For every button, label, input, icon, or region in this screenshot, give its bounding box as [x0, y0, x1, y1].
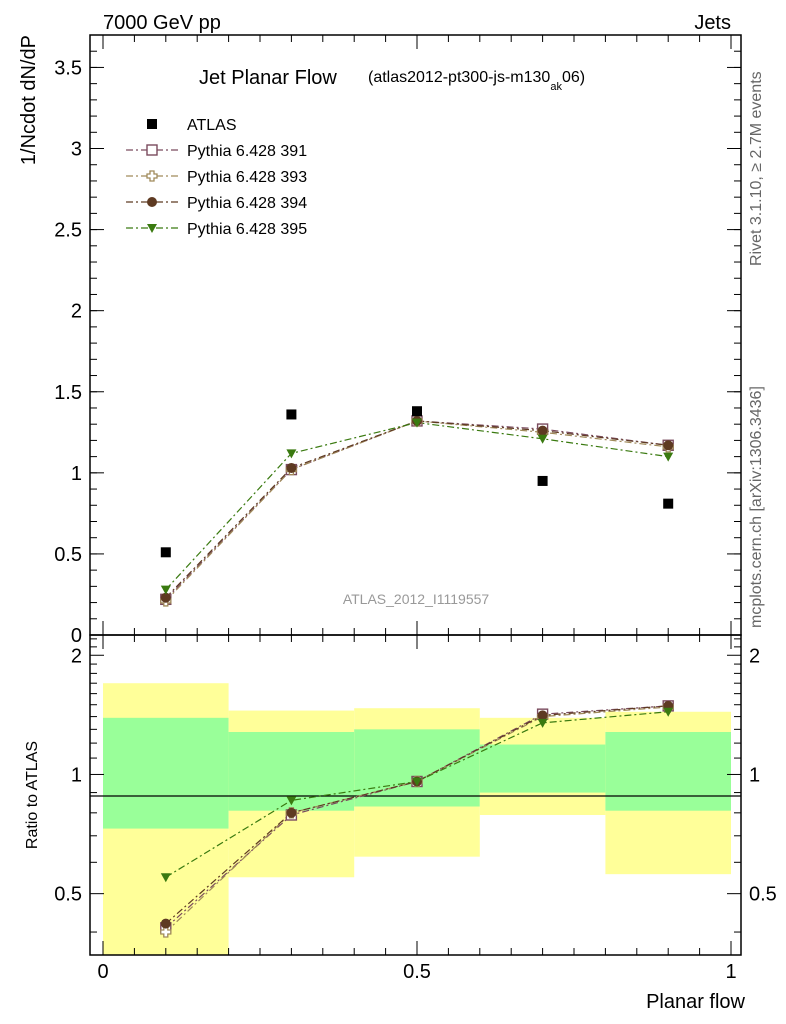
ratio-series-3-point — [537, 710, 548, 721]
y-tick-label: 0 — [71, 625, 82, 647]
header-energy: 7000 GeV pp — [103, 12, 221, 34]
y-tick-label: 2.5 — [54, 220, 82, 242]
mcplots-reference-label: mcplots.cern.ch [arXiv:1306.3436] — [748, 386, 765, 628]
ratio-series-4-point — [412, 777, 422, 787]
legend-marker-3 — [147, 197, 157, 207]
ratio-line-1 — [165, 705, 669, 929]
series-4-point — [286, 449, 297, 459]
series-4-point — [160, 585, 171, 595]
legend-label-2: Pythia 6.428 393 — [187, 169, 307, 186]
y-axis-label: 1/Ncdot dN/dP — [18, 35, 40, 165]
rivet-version-label: Rivet 3.1.10, ≥ 2.7M events — [748, 71, 765, 266]
ratio-series-2-point — [160, 926, 172, 938]
data-point — [286, 409, 297, 420]
series-line-1 — [165, 420, 669, 600]
ratio-plot-frame — [89, 634, 742, 956]
series-line-4 — [165, 421, 669, 591]
series-4-point — [412, 418, 422, 428]
ratio-y-axis-label: Ratio to ATLAS — [24, 741, 41, 849]
chart-title: Jet Planar Flow — [199, 67, 337, 89]
ratio-series-layer — [160, 700, 674, 938]
data-point — [160, 547, 171, 558]
green-band-bin — [354, 729, 480, 807]
ratio-series-3-point — [286, 807, 297, 818]
series-3-point — [160, 592, 171, 603]
chart-subtitle-sub: ak — [550, 81, 562, 93]
series-3-point — [537, 425, 548, 436]
series-4-point — [537, 434, 548, 444]
legend-marker-1 — [146, 144, 158, 156]
ratio-plot-panel: 0.5 0.5 1 1 2 2 0 0.5 1 Ratio to ATLAS Planar fl… — [24, 634, 777, 1013]
x-tick-label: 0 — [97, 961, 108, 983]
ratio-tick-label-left: 2 — [71, 645, 82, 667]
legend-marker-data — [147, 119, 157, 129]
ratio-axis-ticks: 0.5 0.5 1 1 2 2 0 0.5 1 — [54, 635, 777, 983]
ratio-tick-label-left: 1 — [71, 764, 82, 786]
legend-marker-2 — [146, 170, 158, 182]
main-series-layer — [160, 406, 674, 607]
series-3-point — [663, 440, 674, 451]
ratio-series-3-point — [160, 918, 171, 929]
series-3-point — [286, 462, 297, 473]
main-plot-panel: 0 0.5 1 1.5 2 2.5 3 3.5 Jet Planar Flow (atlas2… — [18, 34, 742, 647]
y-tick-label: 2 — [71, 301, 82, 323]
green-band-bin — [605, 732, 731, 811]
data-point — [412, 406, 422, 417]
series-line-2 — [165, 420, 669, 602]
y-tick-label: 3.5 — [54, 57, 82, 79]
series-4-point — [663, 452, 674, 462]
legend-label-3: Pythia 6.428 394 — [187, 195, 307, 212]
data-point — [537, 475, 548, 486]
legend-label-data: ATLAS — [187, 117, 237, 134]
legend: ATLAS Pythia 6.428 391 Pythia 6.428 393 Pyt… — [126, 117, 307, 238]
ratio-series-4-point — [537, 718, 548, 728]
y-tick-label: 0.5 — [54, 544, 82, 566]
ratio-series-4-point — [160, 873, 171, 883]
y-tick-label: 1.5 — [54, 382, 82, 404]
chart-subtitle-end: 06) — [562, 69, 585, 86]
chart-subtitle: (atlas2012-pt300-js-m130ak06) — [368, 69, 585, 93]
data-point — [663, 498, 674, 509]
x-tick-label: 0.5 — [403, 961, 431, 983]
series-line-3 — [165, 420, 669, 599]
ratio-tick-label-left: 0.5 — [54, 884, 82, 906]
legend-label-4: Pythia 6.428 395 — [187, 221, 307, 238]
chart-subtitle-main: (atlas2012-pt300-js-m130 — [368, 69, 550, 86]
main-axis-ticks: 0 0.5 1 1.5 2 2.5 3 3.5 — [54, 34, 741, 647]
y-tick-label: 3 — [71, 139, 82, 161]
ratio-tick-label-right: 1 — [749, 764, 760, 786]
ratio-uncertainty-bands — [103, 683, 731, 955]
analysis-watermark: ATLAS_2012_I1119557 — [343, 591, 490, 607]
green-band-bin — [479, 744, 606, 793]
y-tick-label: 1 — [71, 463, 82, 485]
ratio-series-4-point — [286, 796, 297, 806]
legend-marker-4 — [147, 224, 157, 233]
ratio-tick-label-right: 2 — [749, 645, 760, 667]
ratio-tick-label-right: 0.5 — [749, 884, 777, 906]
x-axis-label: Planar flow — [646, 991, 745, 1013]
green-band-bin — [103, 717, 229, 829]
header-process: Jets — [694, 12, 731, 34]
x-tick-label: 1 — [725, 961, 736, 983]
ratio-series-4-point — [663, 707, 674, 717]
legend-label-1: Pythia 6.428 391 — [187, 143, 307, 160]
